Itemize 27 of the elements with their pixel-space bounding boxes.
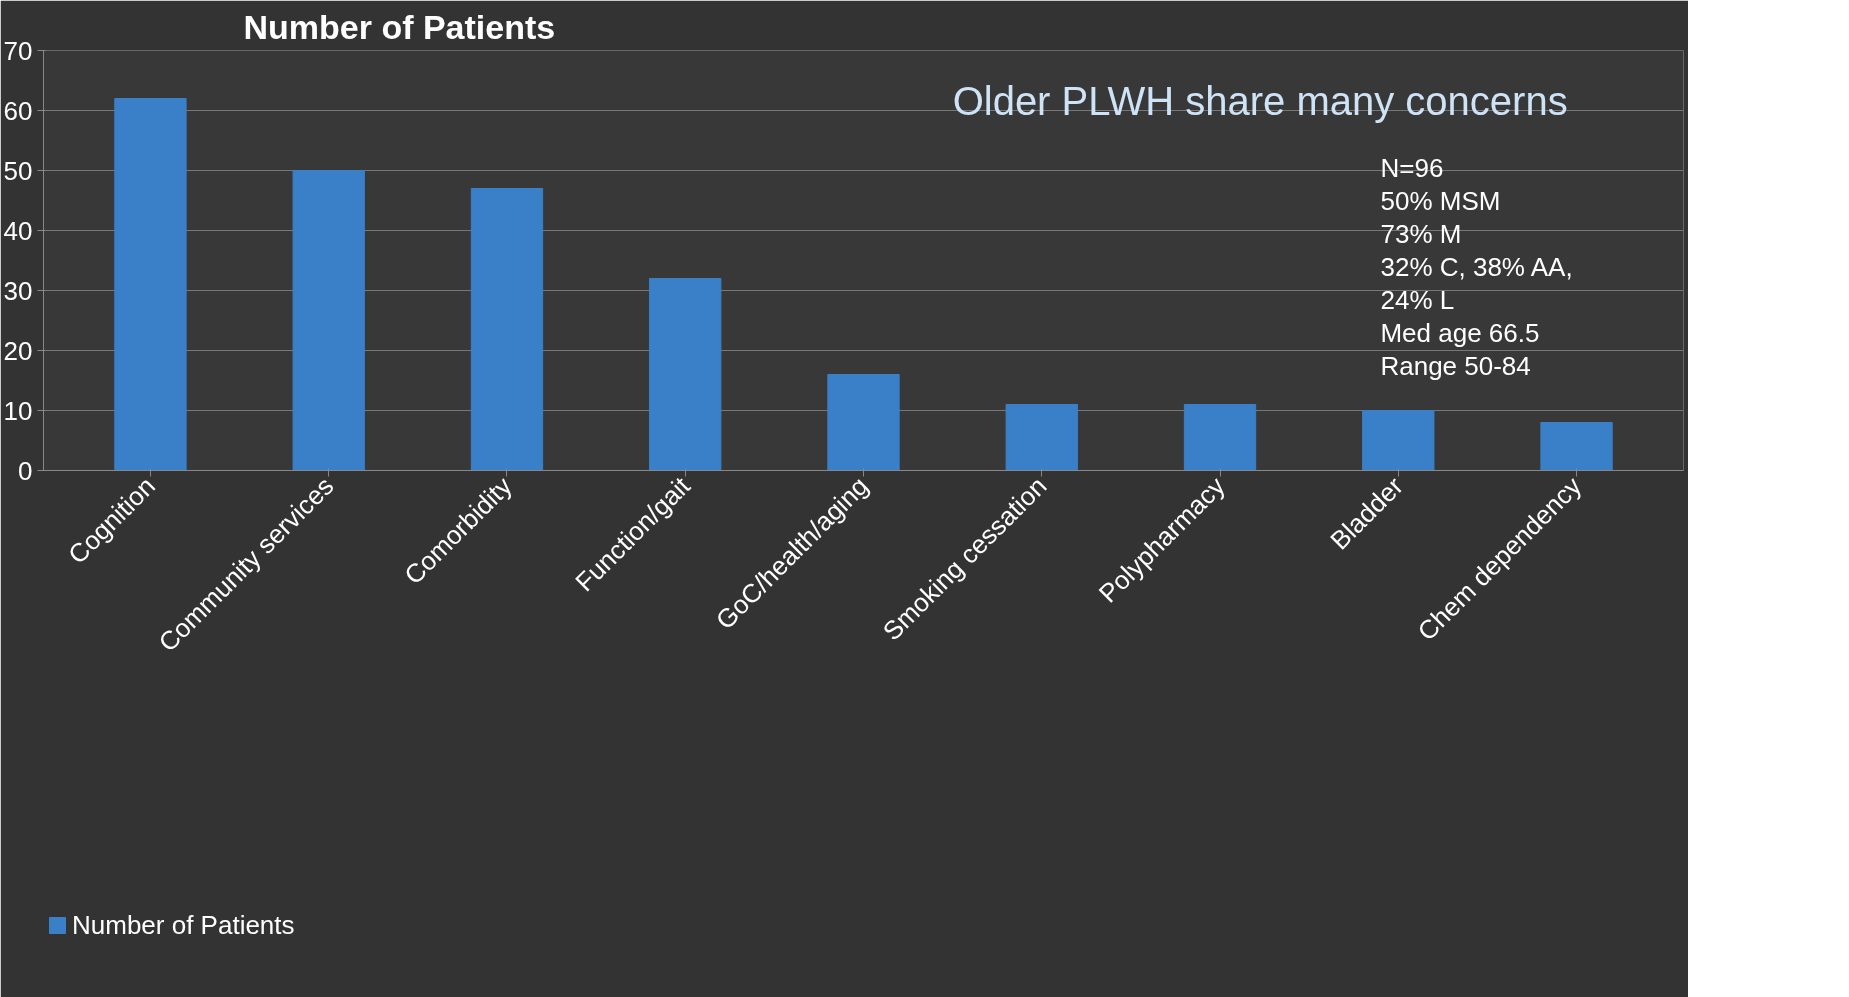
- y-tick-label: 70: [3, 35, 33, 66]
- bar: [470, 188, 544, 471]
- y-tick-label: 40: [3, 215, 33, 246]
- y-tick-label: 20: [3, 335, 33, 366]
- annotation: N=96: [1380, 152, 1444, 183]
- bar: [114, 98, 187, 471]
- y-tick-label: 10: [3, 395, 33, 426]
- y-tick-label: 0: [18, 455, 33, 486]
- bar: [649, 278, 722, 471]
- annotation: 73% M: [1380, 218, 1462, 249]
- annotation: Range 50-84: [1380, 350, 1531, 381]
- y-tick-label: 30: [3, 275, 33, 306]
- bar: [1362, 410, 1435, 471]
- bar: [1540, 422, 1613, 471]
- bar: [1005, 404, 1078, 471]
- bar: [1183, 404, 1257, 471]
- annotation: 32% C, 38% AA,: [1380, 251, 1573, 282]
- annotation: 50% MSM: [1380, 185, 1501, 216]
- annotation: Older PLWH share many concerns: [952, 78, 1568, 123]
- bar: [827, 374, 900, 471]
- annotation: Med age 66.5: [1380, 317, 1540, 348]
- annotation: 24% L: [1380, 284, 1455, 315]
- y-tick-label: 60: [3, 95, 33, 126]
- legend-label: Number of Patients: [72, 909, 295, 941]
- y-tick-label: 50: [3, 155, 33, 186]
- bar: [292, 170, 365, 471]
- chart-title: Number of Patients: [243, 7, 556, 46]
